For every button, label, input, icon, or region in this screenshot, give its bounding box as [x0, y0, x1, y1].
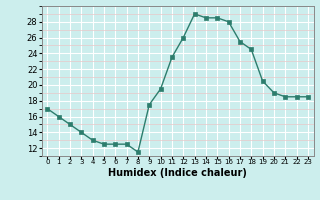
X-axis label: Humidex (Indice chaleur): Humidex (Indice chaleur): [108, 168, 247, 178]
